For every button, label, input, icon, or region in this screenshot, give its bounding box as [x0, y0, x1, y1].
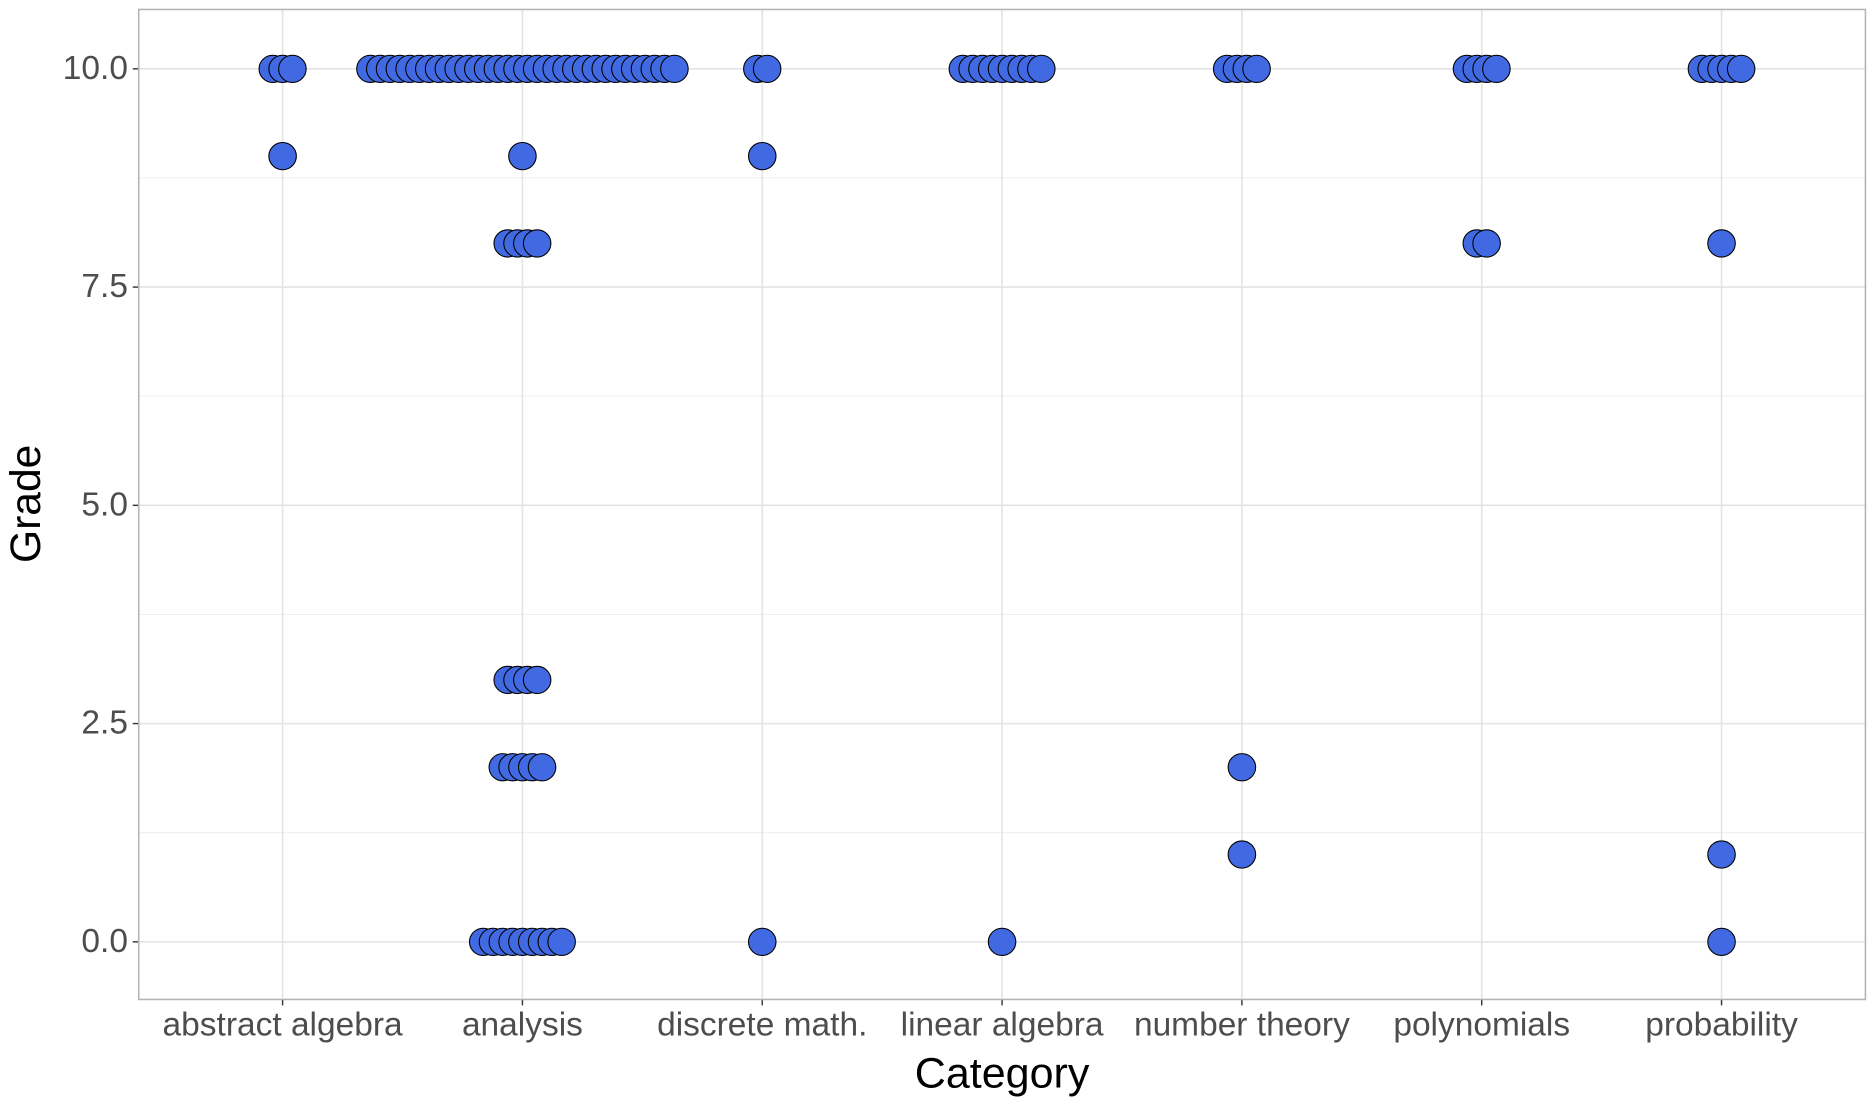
x-tick-label: probability — [1645, 1007, 1798, 1044]
y-tick-label: 2.5 — [81, 705, 128, 742]
point — [1707, 229, 1736, 258]
point — [1472, 229, 1501, 258]
y-axis-title: Grade — [2, 445, 50, 563]
point — [747, 927, 777, 956]
point — [987, 927, 1017, 956]
x-axis-title: Category — [915, 1050, 1090, 1098]
point — [1726, 54, 1756, 83]
point — [268, 141, 297, 171]
point — [747, 141, 777, 171]
panel-border — [137, 8, 1867, 1001]
x-tick-label: discrete math. — [657, 1007, 867, 1044]
point — [527, 753, 557, 782]
y-tick-label: 5.0 — [81, 486, 128, 523]
point — [1482, 54, 1511, 83]
point — [1707, 927, 1736, 956]
point — [278, 54, 307, 83]
point — [508, 141, 537, 171]
point — [522, 229, 552, 258]
y-tick-label: 0.0 — [81, 923, 128, 960]
y-tick-label: 7.5 — [81, 268, 128, 305]
grid — [138, 9, 1866, 1000]
point — [1707, 840, 1736, 869]
point — [522, 665, 552, 695]
point — [1027, 54, 1056, 83]
x-tick-label: polynomials — [1393, 1007, 1570, 1044]
x-tick-label: analysis — [462, 1007, 583, 1044]
point — [660, 54, 689, 83]
point — [1227, 840, 1257, 869]
point — [547, 927, 576, 956]
x-tick-label: number theory — [1134, 1007, 1350, 1044]
point — [1227, 753, 1257, 782]
y-tick-label: 10.0 — [63, 50, 128, 87]
x-tick-label: abstract algebra — [163, 1007, 404, 1044]
x-tick-label: linear algebra — [901, 1007, 1104, 1044]
point — [752, 54, 782, 83]
point — [1242, 54, 1271, 83]
